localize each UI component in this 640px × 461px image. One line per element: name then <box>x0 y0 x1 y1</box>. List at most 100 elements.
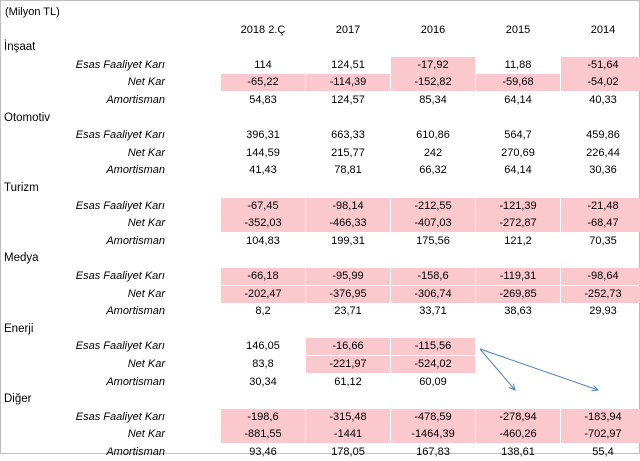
table-cell: 66,32 <box>419 164 447 177</box>
table-cell: -221,97 <box>306 356 390 373</box>
table-cell: 8,2 <box>255 305 271 318</box>
table-cell: -466,33 <box>306 215 390 233</box>
table-cell: 146,05 <box>246 340 280 353</box>
table-cell: 175,56 <box>416 234 450 247</box>
table-cell: -59,68 <box>476 74 560 92</box>
table-cell: -306,74 <box>391 285 475 303</box>
row-label: Net Kar <box>127 76 165 89</box>
table-cell: 396,31 <box>246 129 280 142</box>
table-cell: -376,95 <box>306 285 390 303</box>
table-cell: 83,8 <box>252 358 274 370</box>
table-cell: 30,34 <box>249 375 277 388</box>
row-label: Net Kar <box>127 287 165 300</box>
table-cell: -119,31 <box>476 268 560 285</box>
row-label: Esas Faaliyet Karı <box>75 199 165 212</box>
table-cell: -278,94 <box>476 408 560 426</box>
table-cell: -95,99 <box>306 268 390 285</box>
table-cell: -1464,39 <box>391 426 475 444</box>
section-title: Enerji <box>4 322 34 335</box>
table-cell: -524,02 <box>391 356 475 373</box>
table-cell: 85,34 <box>419 94 447 106</box>
table-cell: 663,33 <box>331 129 365 142</box>
table-cell: 64,14 <box>504 94 532 106</box>
row-label: Amortisman <box>106 305 165 318</box>
table-cell: -460,26 <box>476 426 560 444</box>
table-cell: 70,35 <box>589 234 617 247</box>
table-cell: -315,48 <box>306 408 390 426</box>
arrow-to-2014 <box>479 348 598 390</box>
table-cell: 270,69 <box>501 146 535 159</box>
table-cell: 38,63 <box>504 305 532 318</box>
table-cell: -252,73 <box>561 285 640 303</box>
table-cell: 61,12 <box>334 375 362 388</box>
table-cell: 60,09 <box>419 375 447 388</box>
table-cell: 121,2 <box>504 234 532 247</box>
row-label: Amortisman <box>106 375 165 388</box>
row-label: Esas Faaliyet Karı <box>75 270 165 282</box>
row-label: Amortisman <box>106 234 165 247</box>
row-label: Esas Faaliyet Karı <box>75 410 165 423</box>
table-cell: 459,86 <box>586 129 620 142</box>
row-label: Esas Faaliyet Karı <box>75 129 165 142</box>
table-cell: -121,39 <box>476 197 560 215</box>
table-cell: -212,55 <box>391 197 475 215</box>
year-header: 2014 <box>590 23 616 36</box>
table-cell: 30,36 <box>589 164 617 177</box>
table-cell: -352,03 <box>221 215 305 233</box>
table-cell: -202,47 <box>221 285 305 303</box>
table-cell: 226,44 <box>586 146 620 159</box>
arrow-to-2015 <box>479 348 515 390</box>
table-cell: -51,64 <box>561 56 640 74</box>
table-cell: 104,83 <box>246 234 280 247</box>
table-cell: -68,47 <box>561 215 640 233</box>
row-label: Net Kar <box>127 146 165 159</box>
year-header: 2018 2.Ç <box>240 23 286 36</box>
table-cell: -702,97 <box>561 426 640 444</box>
table-cell: 64,14 <box>504 164 532 177</box>
unit-caption: (Milyon TL) <box>5 6 60 18</box>
table-cell: -158,6 <box>391 268 475 285</box>
table-cell: -407,03 <box>391 215 475 233</box>
table-cell: -272,87 <box>476 215 560 233</box>
table-cell: 564,7 <box>504 129 532 142</box>
table-cell: 29,93 <box>589 305 617 318</box>
row-label: Amortisman <box>106 94 165 106</box>
table-cell: -21,48 <box>561 197 640 215</box>
table-cell: -1441 <box>306 426 390 444</box>
table-cell: 41,43 <box>249 164 277 177</box>
section-title: Turizm <box>4 182 39 194</box>
table-cell: -67,45 <box>221 197 305 215</box>
row-label: Amortisman <box>106 164 165 177</box>
row-label: Esas Faaliyet Karı <box>75 340 165 353</box>
section-title: İnşaat <box>4 41 36 54</box>
table-cell: 11,88 <box>504 58 532 71</box>
table-cell: -114,39 <box>306 74 390 92</box>
year-header: 2017 <box>335 23 361 36</box>
row-label: Net Kar <box>127 217 165 230</box>
row-label: Net Kar <box>127 358 165 370</box>
section-title: Medya <box>4 252 39 265</box>
section-title: Otomotiv <box>4 111 51 124</box>
table-cell: 242 <box>423 146 443 159</box>
table-cell: -183,94 <box>561 408 640 426</box>
table-cell: 33,71 <box>419 305 447 318</box>
table-cell: -65,22 <box>221 74 305 92</box>
section-title: Diğer <box>4 393 32 406</box>
table-cell: 124,51 <box>331 58 365 71</box>
year-header: 2016 <box>420 23 446 36</box>
table-cell: -881,55 <box>221 426 305 444</box>
table-cell: -66,18 <box>221 268 305 285</box>
table-cell: 54,83 <box>249 94 277 106</box>
table-cell: 23,71 <box>334 305 362 318</box>
table-cell: 114 <box>254 58 272 71</box>
table-cell: -98,14 <box>306 197 390 215</box>
table-cell: -198,6 <box>221 408 305 426</box>
table-cell: 144,59 <box>246 146 280 159</box>
table-cell: -16,66 <box>306 338 390 356</box>
table-cell: -152,82 <box>391 74 475 92</box>
table-cell: 78,81 <box>334 164 362 177</box>
table-cell: -17,92 <box>391 56 475 74</box>
table-cell: 40,33 <box>589 94 617 106</box>
table-cell: 215,77 <box>331 146 365 159</box>
